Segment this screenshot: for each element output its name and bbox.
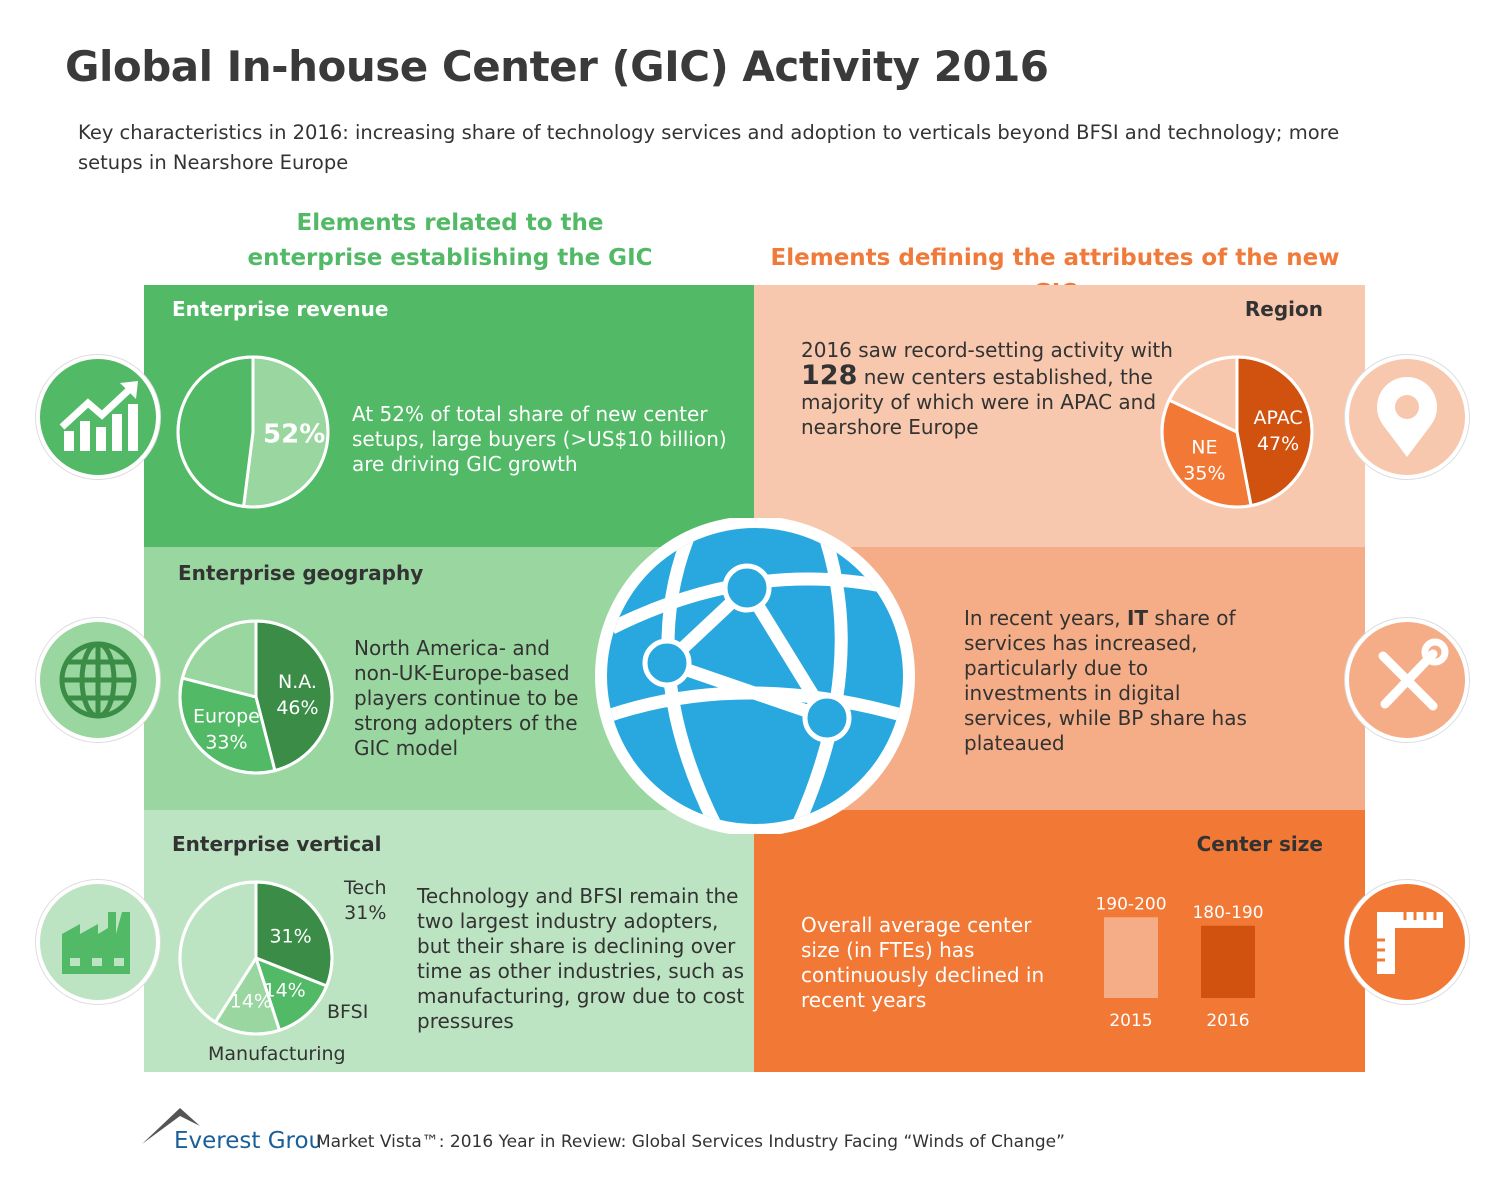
tech-label-pct: 31% (344, 902, 387, 924)
vertical-title: Enterprise vertical (172, 832, 382, 856)
tech-label: Tech 31% (344, 876, 387, 926)
vertical-pie-outline (178, 880, 334, 1036)
trend-chart-icon (36, 355, 160, 479)
vertical-pie-label: 31% (269, 926, 311, 948)
globe-icon (36, 618, 160, 742)
center-size-bar-label: 180-190 (1192, 903, 1263, 923)
geography-pie-pct: 33% (205, 732, 247, 754)
geography-pie-pct: 46% (276, 697, 318, 719)
region-pie-outline (1160, 355, 1314, 509)
center-size-year: 2016 (1206, 1011, 1249, 1031)
center-size-bar-2015 (1104, 917, 1158, 998)
center-size-year: 2015 (1109, 1011, 1152, 1031)
region-pie-pct: 35% (1183, 462, 1225, 484)
revenue-pie-slice (176, 355, 255, 509)
geography-text: North America- and non-UK-Europe-based p… (354, 636, 579, 760)
services-bold: IT (1126, 606, 1149, 630)
ruler-icon (1345, 880, 1469, 1004)
location-pin-icon (1345, 355, 1469, 479)
vertical-text: Technology and BFSI remain the two large… (417, 884, 745, 1033)
left-heading: Elements related to the enterprise estab… (247, 210, 653, 271)
region-text-post: new centers established, the majority of… (801, 365, 1157, 439)
region-title: Region (1244, 297, 1323, 321)
center-size-text: Overall average center size (in FTEs) ha… (801, 913, 1045, 1012)
services-text-post: share of services has increased, particu… (964, 606, 1247, 755)
region-text: 2016 saw record-setting activity with 12… (801, 338, 1186, 440)
everest-group-logo: Everest Group (142, 1108, 320, 1154)
revenue-pie-label: 52% (263, 420, 325, 450)
region-pie-label: NE (1191, 436, 1217, 458)
geography-pie-label: Europe (193, 706, 260, 728)
center-size-bar-label: 190-200 (1095, 894, 1166, 914)
vertical-pie-label: 14% (263, 979, 305, 1001)
geography-title: Enterprise geography (178, 561, 424, 585)
region-pie-pct: 47% (1257, 433, 1299, 455)
subtitle: Key characteristics in 2016: increasing … (78, 121, 1340, 174)
services-text-pre: In recent years, (964, 606, 1121, 630)
vertical-panel: Enterprise vertical Technology and BFSI … (144, 810, 754, 1072)
tools-icon (1345, 618, 1469, 742)
center-size-bar-2016 (1201, 925, 1255, 998)
revenue-text: At 52% of total share of new center setu… (352, 402, 727, 476)
revenue-pie-outline (176, 355, 330, 509)
center-size-title: Center size (1196, 832, 1323, 856)
region-pie-label: APAC (1253, 407, 1302, 429)
geography-pie-label: N.A. (278, 671, 317, 693)
footer-source: Market Vista™: 2016 Year in Review: Glob… (316, 1132, 1065, 1152)
tech-label-name: Tech (344, 877, 387, 899)
region-text-pre: 2016 saw record-setting activity with (801, 338, 1173, 362)
bfsi-label: BFSI (327, 1001, 369, 1023)
manufacturing-label: Manufacturing (208, 1043, 346, 1065)
svg-text:Everest Group: Everest Group (174, 1128, 320, 1154)
vertical-pie-label: 14% (230, 990, 272, 1012)
globe-network-icon (595, 518, 915, 834)
center-size-panel: Center size Overall average center size … (754, 810, 1365, 1072)
geography-pie-outline (178, 619, 334, 775)
region-big-number: 128 (801, 360, 858, 391)
right-heading: Elements defining the attributes of the … (770, 245, 1340, 306)
page-title: Global In-house Center (GIC) Activity 20… (65, 42, 1049, 91)
factory-icon (36, 880, 160, 1004)
revenue-title: Enterprise revenue (172, 297, 389, 321)
services-text: In recent years, IT share of services ha… (964, 606, 1254, 756)
